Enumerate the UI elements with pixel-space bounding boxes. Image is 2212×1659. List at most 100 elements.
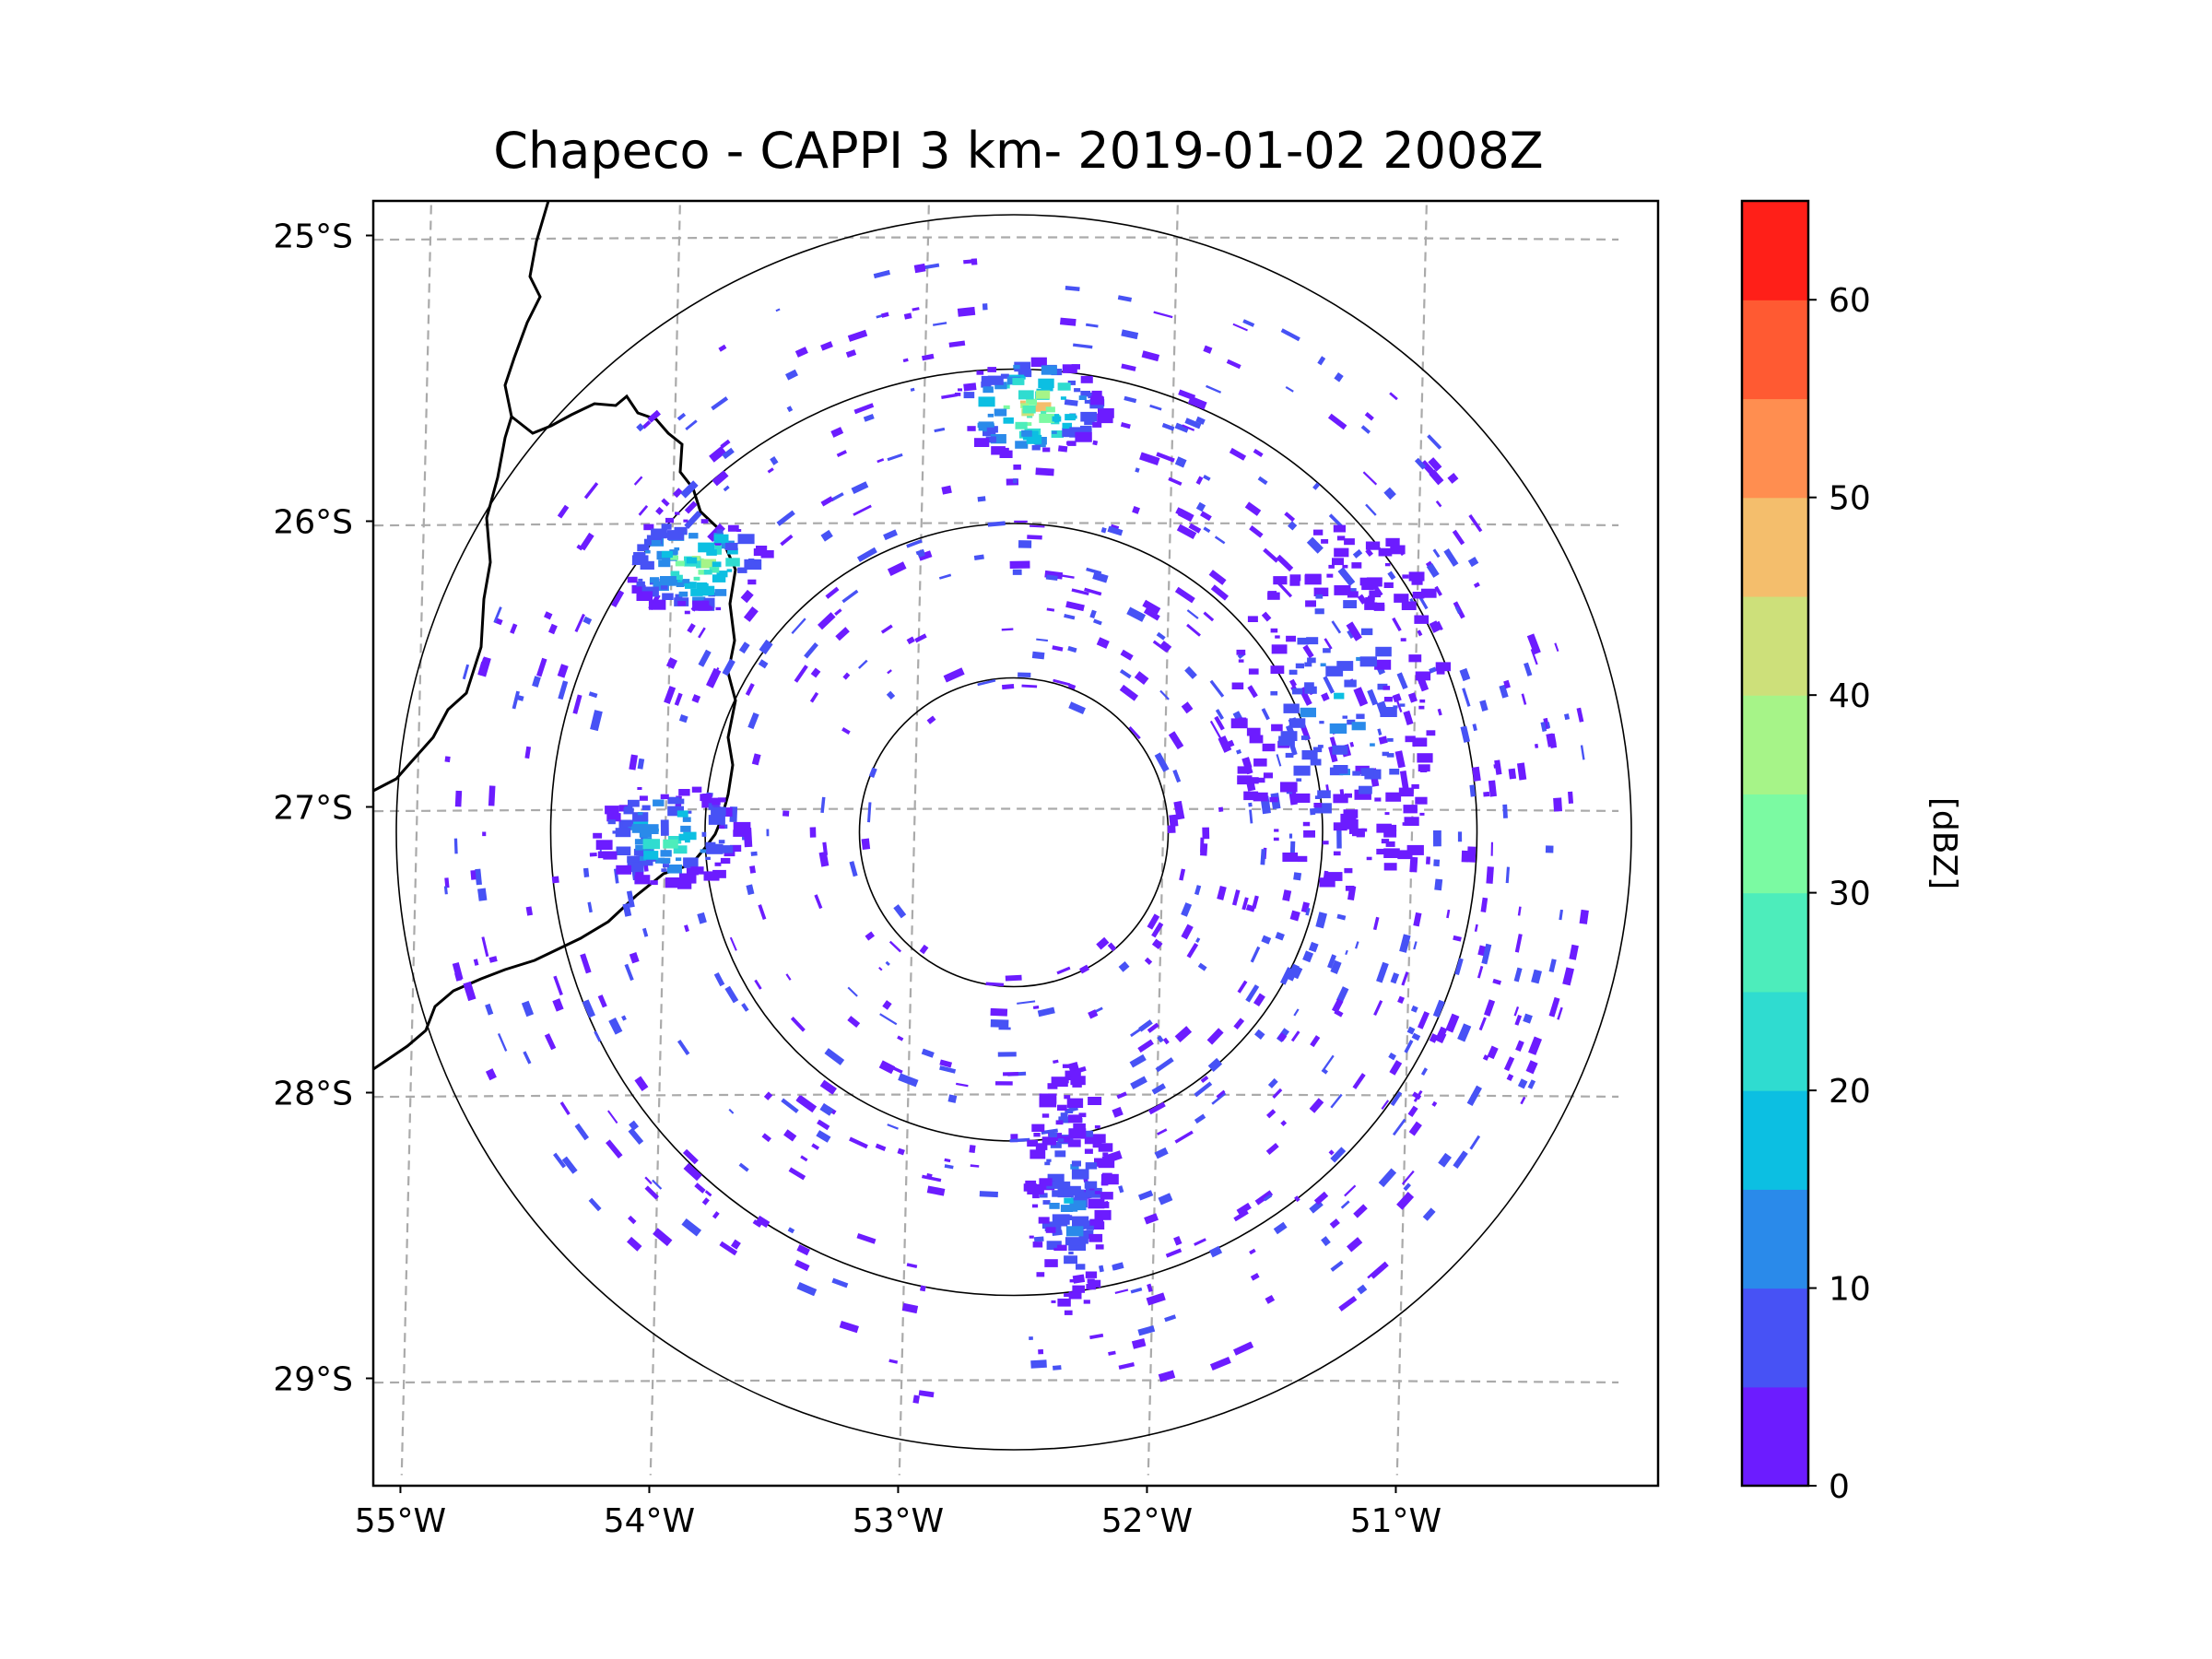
echo-cell bbox=[1376, 848, 1386, 855]
echo-pixel bbox=[574, 613, 585, 632]
echo-cell bbox=[635, 844, 644, 851]
echo-pixel bbox=[1454, 958, 1464, 976]
echo-pixel bbox=[796, 1244, 810, 1256]
echo-cell bbox=[660, 850, 672, 857]
echo-cell bbox=[642, 839, 660, 850]
echo-cell bbox=[1356, 656, 1363, 662]
echo-pixel bbox=[915, 548, 925, 556]
echo-cell bbox=[1351, 562, 1362, 569]
echo-cell bbox=[736, 529, 742, 532]
echo-pixel bbox=[841, 589, 859, 604]
echo-cell bbox=[1057, 1187, 1074, 1198]
echo-cell bbox=[1403, 805, 1418, 814]
echo-pixel bbox=[1360, 425, 1371, 434]
echo-cell bbox=[643, 851, 659, 860]
echo-cell bbox=[733, 821, 751, 833]
echo-cell bbox=[714, 589, 727, 596]
echo-cell bbox=[1402, 574, 1409, 579]
echo-pixel bbox=[1474, 924, 1478, 933]
echo-pixel bbox=[1545, 845, 1554, 853]
echo-pixel bbox=[858, 659, 868, 669]
echo-cell bbox=[1000, 373, 1009, 379]
echo-pixel bbox=[681, 1218, 702, 1237]
echo-pixel bbox=[497, 1032, 508, 1052]
echo-cell bbox=[688, 533, 699, 539]
echo-cluster-2 bbox=[593, 786, 751, 889]
echo-cell bbox=[1249, 735, 1264, 744]
echo-cell bbox=[1273, 837, 1279, 841]
echo-pixel bbox=[885, 960, 890, 966]
echo-cell bbox=[1271, 724, 1283, 732]
echo-cell bbox=[1058, 1135, 1070, 1143]
echo-pixel bbox=[1399, 771, 1409, 790]
echo-pixel bbox=[1513, 967, 1523, 982]
echo-pixel bbox=[1579, 909, 1589, 924]
echo-cell bbox=[612, 830, 618, 834]
echo-pixel bbox=[1244, 501, 1262, 516]
echo-pixel bbox=[1477, 965, 1484, 979]
echo-cell bbox=[1100, 1173, 1119, 1185]
echo-cell bbox=[660, 794, 669, 800]
echo-pixel bbox=[853, 504, 872, 516]
echo-pixel bbox=[1092, 440, 1099, 446]
echo-pixel bbox=[1017, 1000, 1036, 1005]
colorbar-tick-label: 30 bbox=[1829, 876, 1871, 913]
echo-cell bbox=[1247, 777, 1259, 784]
echo-pixel bbox=[636, 423, 645, 432]
echo-cell bbox=[712, 800, 721, 806]
echo-pixel bbox=[1317, 356, 1326, 366]
echo-cell bbox=[1026, 434, 1042, 444]
echo-cell bbox=[661, 524, 672, 530]
echo-pixel bbox=[1554, 642, 1559, 653]
echo-pixel bbox=[787, 1227, 795, 1234]
echo-pixel bbox=[887, 453, 903, 462]
echo-pixel bbox=[820, 796, 826, 814]
echo-pixel bbox=[523, 1051, 532, 1065]
echo-pixel bbox=[1466, 1085, 1483, 1107]
echo-pixel bbox=[775, 308, 781, 312]
echo-pixel bbox=[1562, 967, 1574, 986]
echo-cell bbox=[1045, 1227, 1056, 1233]
echo-pixel bbox=[722, 447, 735, 460]
echo-cell bbox=[638, 578, 643, 582]
echo-pixel bbox=[677, 412, 687, 421]
echo-cell bbox=[677, 810, 688, 818]
echo-pixel bbox=[922, 1174, 942, 1182]
colorbar-tick-label: 0 bbox=[1829, 1468, 1850, 1506]
echo-cell bbox=[1057, 382, 1071, 391]
echo-cell bbox=[674, 547, 680, 551]
echo-pixel bbox=[939, 1065, 957, 1074]
gridline-lat-3 bbox=[374, 1093, 1619, 1099]
echo-cell bbox=[1305, 573, 1322, 584]
echo-cell bbox=[967, 426, 976, 431]
echo-pixel bbox=[1250, 1273, 1260, 1281]
echo-pixel bbox=[1305, 907, 1311, 916]
echo-pixel bbox=[1353, 687, 1369, 707]
border-line-east bbox=[373, 394, 737, 1071]
echo-pixel bbox=[683, 1162, 702, 1182]
echo-cell bbox=[1052, 430, 1057, 434]
echo-pixel bbox=[1315, 912, 1327, 929]
echo-cell bbox=[1058, 1181, 1071, 1189]
echo-cell bbox=[644, 550, 651, 554]
echo-pixel bbox=[1272, 1088, 1283, 1100]
echo-pixel bbox=[583, 482, 599, 500]
echo-pixel bbox=[1149, 404, 1162, 411]
echo-cell bbox=[1065, 1070, 1081, 1080]
echo-pixel bbox=[796, 1282, 818, 1297]
echo-cell bbox=[1411, 578, 1423, 585]
echo-pixel bbox=[794, 665, 808, 683]
echo-cell bbox=[660, 585, 668, 590]
echo-pixel bbox=[1029, 1336, 1033, 1340]
echo-pixel bbox=[1203, 526, 1211, 534]
echo-pixel bbox=[1411, 1032, 1421, 1041]
echo-pixel bbox=[1387, 571, 1396, 581]
echo-pixel bbox=[1237, 980, 1248, 994]
echo-pixel bbox=[796, 1095, 818, 1113]
echo-pixel bbox=[1195, 476, 1204, 485]
echo-cell bbox=[603, 851, 618, 860]
echo-cell bbox=[1051, 430, 1064, 438]
echo-pixel bbox=[608, 1017, 623, 1035]
echo-pixel bbox=[1435, 500, 1442, 508]
echo-pixel bbox=[641, 420, 652, 429]
